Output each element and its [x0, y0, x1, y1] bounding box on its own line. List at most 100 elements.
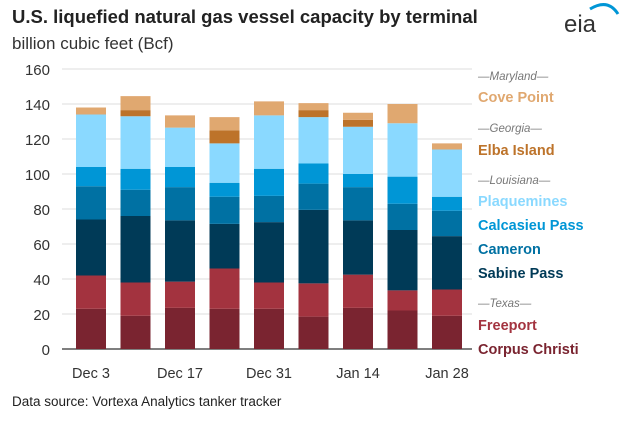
legend-item-corpus-christi: Corpus Christi: [478, 342, 579, 358]
bar-segment-corpus-christi: [120, 315, 151, 349]
bar-segment-sabine-pass: [298, 209, 329, 284]
bar-segment-cove-point: [343, 112, 373, 120]
y-tick-label: 160: [25, 62, 50, 79]
bar-segment-plaquemines: [432, 149, 462, 197]
bar-segment-cove-point: [76, 107, 106, 115]
bar-segment-corpus-christi: [432, 315, 462, 349]
bar-segment-calcasieu-pass: [343, 174, 373, 188]
bar-segment-plaquemines: [298, 117, 329, 164]
bar-segment-freeport: [209, 268, 240, 309]
legend-item-plaquemines: Plaquemines: [478, 194, 568, 210]
bar-segment-calcasieu-pass: [432, 196, 462, 211]
y-tick-label: 60: [33, 237, 50, 254]
bar-segment-calcasieu-pass: [254, 168, 284, 196]
bar-segment-sabine-pass: [387, 230, 418, 291]
bar-segment-cameron: [298, 183, 329, 210]
x-tick-label: Jan 28: [425, 366, 469, 382]
y-tick-label: 120: [25, 132, 50, 149]
bar-segment-calcasieu-pass: [387, 176, 418, 204]
bar-segment-cameron: [120, 189, 151, 216]
bar-segment-cove-point: [432, 143, 462, 150]
bar-segment-cove-point: [254, 101, 284, 116]
bar-segment-freeport: [343, 274, 373, 308]
bar-segment-calcasieu-pass: [120, 168, 151, 190]
y-tick-label: 0: [42, 342, 50, 359]
bar-segment-calcasieu-pass: [165, 167, 195, 188]
bar-segment-cameron: [387, 203, 418, 230]
legend-item-cameron: Cameron: [478, 242, 541, 258]
bar-segment-sabine-pass: [254, 222, 284, 283]
legend-item-calcasieu-pass: Calcasieu Pass: [478, 218, 584, 234]
x-tick-label: Dec 31: [246, 366, 292, 382]
bar-segment-corpus-christi: [165, 307, 195, 349]
bar-segment-plaquemines: [387, 123, 418, 177]
bar-segment-sabine-pass: [165, 220, 195, 282]
bar-segment-corpus-christi: [343, 307, 373, 349]
bar-segment-sabine-pass: [76, 219, 106, 276]
bar-segment-cove-point: [387, 104, 418, 124]
bar-segment-corpus-christi: [387, 310, 418, 349]
x-tick-label: Dec 3: [72, 366, 110, 382]
bar-segment-sabine-pass: [343, 220, 373, 275]
bar-segment-plaquemines: [209, 143, 240, 183]
legend-state-label: —Maryland—: [478, 71, 549, 83]
bar-segment-plaquemines: [343, 126, 373, 174]
bar-segment-elba-island: [298, 110, 329, 118]
bar-segment-sabine-pass: [120, 216, 151, 283]
chart-title: U.S. liquefied natural gas vessel capaci…: [12, 6, 478, 27]
bar-segment-calcasieu-pass: [209, 182, 240, 197]
bar-segment-cameron: [165, 187, 195, 221]
bar-segment-sabine-pass: [432, 236, 462, 290]
bar-segment-elba-island: [209, 130, 240, 144]
bar-segment-cameron: [343, 187, 373, 221]
legend-item-sabine-pass: Sabine Pass: [478, 266, 564, 282]
legend-state-label: —Texas—: [478, 298, 532, 310]
x-tick-label: Dec 17: [157, 366, 203, 382]
y-tick-label: 40: [33, 272, 50, 289]
y-tick-label: 20: [33, 307, 50, 324]
bar-segment-freeport: [165, 281, 195, 308]
bar-segment-cove-point: [209, 117, 240, 131]
bar-segment-calcasieu-pass: [76, 167, 106, 187]
bar-segment-corpus-christi: [76, 308, 106, 349]
bar-segment-plaquemines: [254, 115, 284, 169]
y-tick-label: 80: [33, 202, 50, 219]
bar-segment-sabine-pass: [209, 223, 240, 269]
bar-segment-plaquemines: [120, 116, 151, 169]
bar-segment-corpus-christi: [298, 316, 329, 349]
data-source: Data source: Vortexa Analytics tanker tr…: [12, 394, 282, 409]
bar-segment-plaquemines: [76, 114, 106, 167]
chart-subtitle: billion cubic feet (Bcf): [12, 34, 174, 53]
bar-segment-cameron: [254, 195, 284, 223]
bar-segment-cameron: [209, 196, 240, 224]
bar-segment-cove-point: [165, 115, 195, 128]
bar-segment-corpus-christi: [254, 308, 284, 349]
legend-item-elba-island: Elba Island: [478, 143, 555, 159]
svg-text:eia: eia: [564, 11, 597, 36]
bar-segment-freeport: [76, 275, 106, 309]
bar-segment-plaquemines: [165, 127, 195, 167]
bar-segment-cameron: [76, 186, 106, 220]
bar-segment-elba-island: [343, 119, 373, 127]
bar-segment-corpus-christi: [209, 308, 240, 349]
legend-state-label: —Louisiana—: [478, 175, 551, 187]
x-tick-label: Jan 14: [336, 366, 380, 382]
bar-segment-freeport: [432, 289, 462, 316]
bar-segment-calcasieu-pass: [298, 163, 329, 184]
bar-segment-freeport: [254, 282, 284, 309]
bar-segment-freeport: [298, 283, 329, 317]
bar-segment-elba-island: [120, 110, 151, 117]
bar-segment-freeport: [120, 282, 151, 316]
bar-segment-freeport: [387, 290, 418, 311]
eia-logo: eia: [564, 3, 620, 36]
bar-segment-cameron: [432, 210, 462, 237]
legend-item-freeport: Freeport: [478, 318, 537, 334]
legend-item-cove-point: Cove Point: [478, 90, 554, 106]
y-tick-label: 140: [25, 97, 50, 114]
bar-segment-cove-point: [120, 96, 151, 111]
y-tick-label: 100: [25, 167, 50, 184]
bar-segment-cove-point: [298, 103, 329, 111]
legend-state-label: —Georgia—: [478, 123, 542, 135]
